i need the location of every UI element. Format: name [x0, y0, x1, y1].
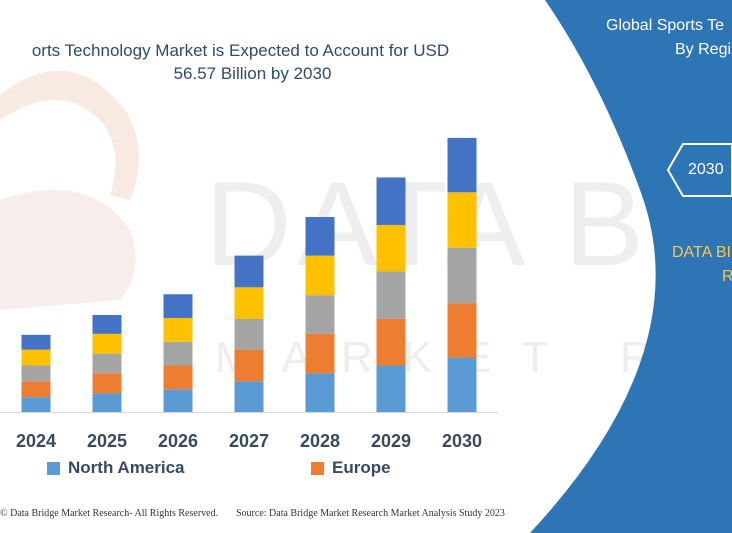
bars-group [21, 137, 477, 412]
bar-segment-2028-series-1 [305, 333, 335, 374]
year-badge-label: 2030 [688, 161, 724, 178]
bar-segment-2028-series-4 [305, 217, 335, 256]
bar-segment-2028-series-2 [305, 295, 335, 334]
x-tick-label-2026: 2026 [158, 431, 198, 451]
legend-label-north-america: North America [68, 458, 185, 477]
bar-segment-2027-series-4 [234, 255, 264, 288]
bar-segment-2025-series-2 [92, 353, 122, 374]
year-badge-hexagon [666, 143, 732, 197]
bar-segment-2029-series-0 [376, 365, 406, 412]
bar-segment-2027-series-0 [234, 381, 264, 412]
chart-title-line-1: orts Technology Market is Expected to Ac… [31, 41, 450, 60]
bar-segment-2027-series-1 [234, 349, 264, 382]
bar-segment-2030-series-4 [447, 137, 477, 193]
bar-segment-2030-series-0 [447, 357, 477, 412]
bar-segment-2024-series-0 [21, 397, 51, 412]
copyright-footer: © Data Bridge Market Research- All Right… [0, 508, 219, 519]
bar-segment-2030-series-2 [447, 247, 477, 304]
bar-segment-2025-series-4 [92, 315, 122, 334]
bar-segment-2026-series-3 [163, 317, 193, 342]
brand-text-line-2: R [722, 268, 732, 285]
legend-swatch-europe [311, 461, 324, 475]
x-tick-label-2030: 2030 [442, 431, 482, 451]
x-tick-label-2028: 2028 [300, 431, 340, 451]
bar-segment-2029-series-2 [376, 271, 406, 319]
bar-segment-2024-series-4 [21, 334, 51, 350]
watermark-logo-lower [0, 190, 136, 310]
bar-segment-2029-series-1 [376, 318, 406, 366]
bar-segment-2026-series-4 [163, 294, 193, 318]
x-tick-label-2025: 2025 [87, 431, 127, 451]
bar-segment-2025-series-0 [92, 393, 122, 412]
legend-label-europe: Europe [332, 458, 391, 477]
bar-segment-2026-series-0 [163, 389, 193, 412]
x-tick-label-2027: 2027 [229, 431, 269, 451]
bar-segment-2024-series-2 [21, 365, 51, 382]
bar-segment-2026-series-2 [163, 341, 193, 366]
bar-segment-2024-series-1 [21, 381, 51, 398]
legend-item-north-america: North America [47, 458, 185, 478]
bar-segment-2025-series-3 [92, 333, 122, 354]
legend-swatch-north-america [47, 461, 60, 475]
bar-segment-2028-series-3 [305, 255, 335, 296]
bar-segment-2030-series-3 [447, 192, 477, 248]
legend-item-europe: Europe [311, 458, 391, 478]
chart-title-line-2: 56.57 Billion by 2030 [173, 64, 332, 83]
bar-segment-2027-series-3 [234, 287, 264, 319]
bar-segment-2030-series-1 [447, 303, 477, 358]
bar-segment-2028-series-0 [305, 373, 335, 412]
bar-segment-2027-series-2 [234, 318, 264, 350]
panel-title-line-2: By Regi [675, 41, 732, 58]
bar-segment-2029-series-3 [376, 224, 406, 272]
x-tick-labels: 2024 2025 2026 2027 2028 2029 2030 [16, 431, 482, 451]
bar-segment-2025-series-1 [92, 373, 122, 394]
bar-segment-2029-series-4 [376, 177, 406, 225]
panel-title-line-1: Global Sports Te [606, 17, 724, 34]
x-tick-label-2024: 2024 [16, 431, 56, 451]
source-footer: Source: Data Bridge Market Research Mark… [236, 508, 505, 519]
bar-segment-2024-series-3 [21, 349, 51, 366]
x-tick-label-2029: 2029 [371, 431, 411, 451]
bar-segment-2026-series-1 [163, 365, 193, 390]
side-panel [530, 0, 732, 533]
watermark-logo [0, 70, 139, 200]
brand-text-line-1: DATA BI [672, 244, 731, 261]
